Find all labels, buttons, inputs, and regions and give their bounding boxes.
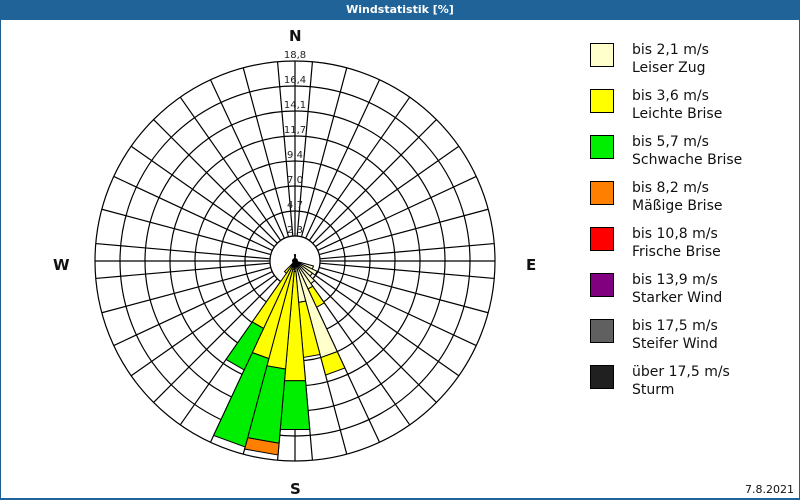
legend-name: Frische Brise bbox=[632, 244, 721, 260]
legend-range: bis 17,5 m/s bbox=[632, 318, 718, 334]
legend-swatch bbox=[590, 43, 614, 67]
legend-swatch bbox=[590, 89, 614, 113]
legend-swatch bbox=[590, 227, 614, 251]
legend-range: bis 10,8 m/s bbox=[632, 226, 718, 242]
svg-text:16,4: 16,4 bbox=[284, 75, 306, 86]
legend-swatch bbox=[590, 135, 614, 159]
legend-name: Starker Wind bbox=[632, 290, 723, 306]
legend-label: bis 13,9 m/s Starker Wind bbox=[632, 271, 722, 307]
legend-range: bis 13,9 m/s bbox=[632, 272, 718, 288]
sector-segment bbox=[212, 351, 270, 448]
svg-text:14,1: 14,1 bbox=[284, 100, 306, 111]
svg-text:4,7: 4,7 bbox=[287, 200, 303, 211]
legend-label: über 17,5 m/s Sturm bbox=[632, 363, 730, 399]
legend-label: bis 5,7 m/s Schwache Brise bbox=[632, 133, 742, 169]
sector-segment bbox=[225, 321, 265, 371]
legend-range: bis 5,7 m/s bbox=[632, 134, 709, 150]
legend-range: bis 2,1 m/s bbox=[632, 42, 709, 58]
legend-label: bis 8,2 m/s Mäßige Brise bbox=[632, 179, 722, 215]
svg-text:18,8: 18,8 bbox=[284, 50, 306, 61]
legend-range: bis 3,6 m/s bbox=[632, 88, 709, 104]
sector-segment bbox=[320, 351, 346, 376]
legend-swatch bbox=[590, 181, 614, 205]
window-title: Windstatistik [%] bbox=[0, 0, 800, 20]
legend-label: bis 10,8 m/s Frische Brise bbox=[632, 225, 721, 261]
sector-segment bbox=[293, 254, 297, 259]
legend-swatch bbox=[590, 319, 614, 343]
sector-segment bbox=[283, 262, 294, 274]
legend-swatch bbox=[590, 273, 614, 297]
date-label: 7.8.2021 bbox=[745, 483, 794, 496]
legend-name: Leiser Zug bbox=[632, 60, 706, 76]
radial-tick-labels: 2,3 4,7 7,0 9,4 11,7 14,1 16,4 18,8 bbox=[284, 50, 306, 236]
svg-text:9,4: 9,4 bbox=[287, 150, 303, 161]
compass-east-label: E bbox=[526, 256, 537, 274]
polar-grid bbox=[94, 60, 496, 462]
legend-name: Steifer Wind bbox=[632, 336, 718, 352]
center-point bbox=[292, 258, 298, 264]
legend-name: Schwache Brise bbox=[632, 152, 743, 168]
bottom-border bbox=[0, 498, 800, 500]
svg-text:11,7: 11,7 bbox=[284, 125, 306, 136]
legend-range: über 17,5 m/s bbox=[632, 364, 730, 380]
svg-text:2,3: 2,3 bbox=[287, 225, 303, 236]
sector-segment bbox=[279, 380, 311, 431]
compass-north-label: N bbox=[289, 27, 302, 45]
sector-segment bbox=[243, 437, 280, 456]
legend-label: bis 2,1 m/s Leiser Zug bbox=[632, 41, 709, 77]
legend-range: bis 8,2 m/s bbox=[632, 180, 709, 196]
legend-name: Mäßige Brise bbox=[632, 198, 723, 214]
wind-sectors bbox=[212, 254, 346, 456]
legend-label: bis 3,6 m/s Leichte Brise bbox=[632, 87, 722, 123]
legend-name: Sturm bbox=[632, 382, 675, 398]
legend-label: bis 17,5 m/s Steifer Wind bbox=[632, 317, 718, 353]
legend-name: Leichte Brise bbox=[632, 106, 723, 122]
compass-west-label: W bbox=[53, 256, 70, 274]
wind-rose-chart: 2,3 4,7 7,0 9,4 11,7 14,1 16,4 18,8 bbox=[94, 50, 496, 462]
legend-swatch bbox=[590, 365, 614, 389]
compass-south-label: S bbox=[290, 480, 301, 498]
svg-text:7,0: 7,0 bbox=[287, 175, 303, 186]
